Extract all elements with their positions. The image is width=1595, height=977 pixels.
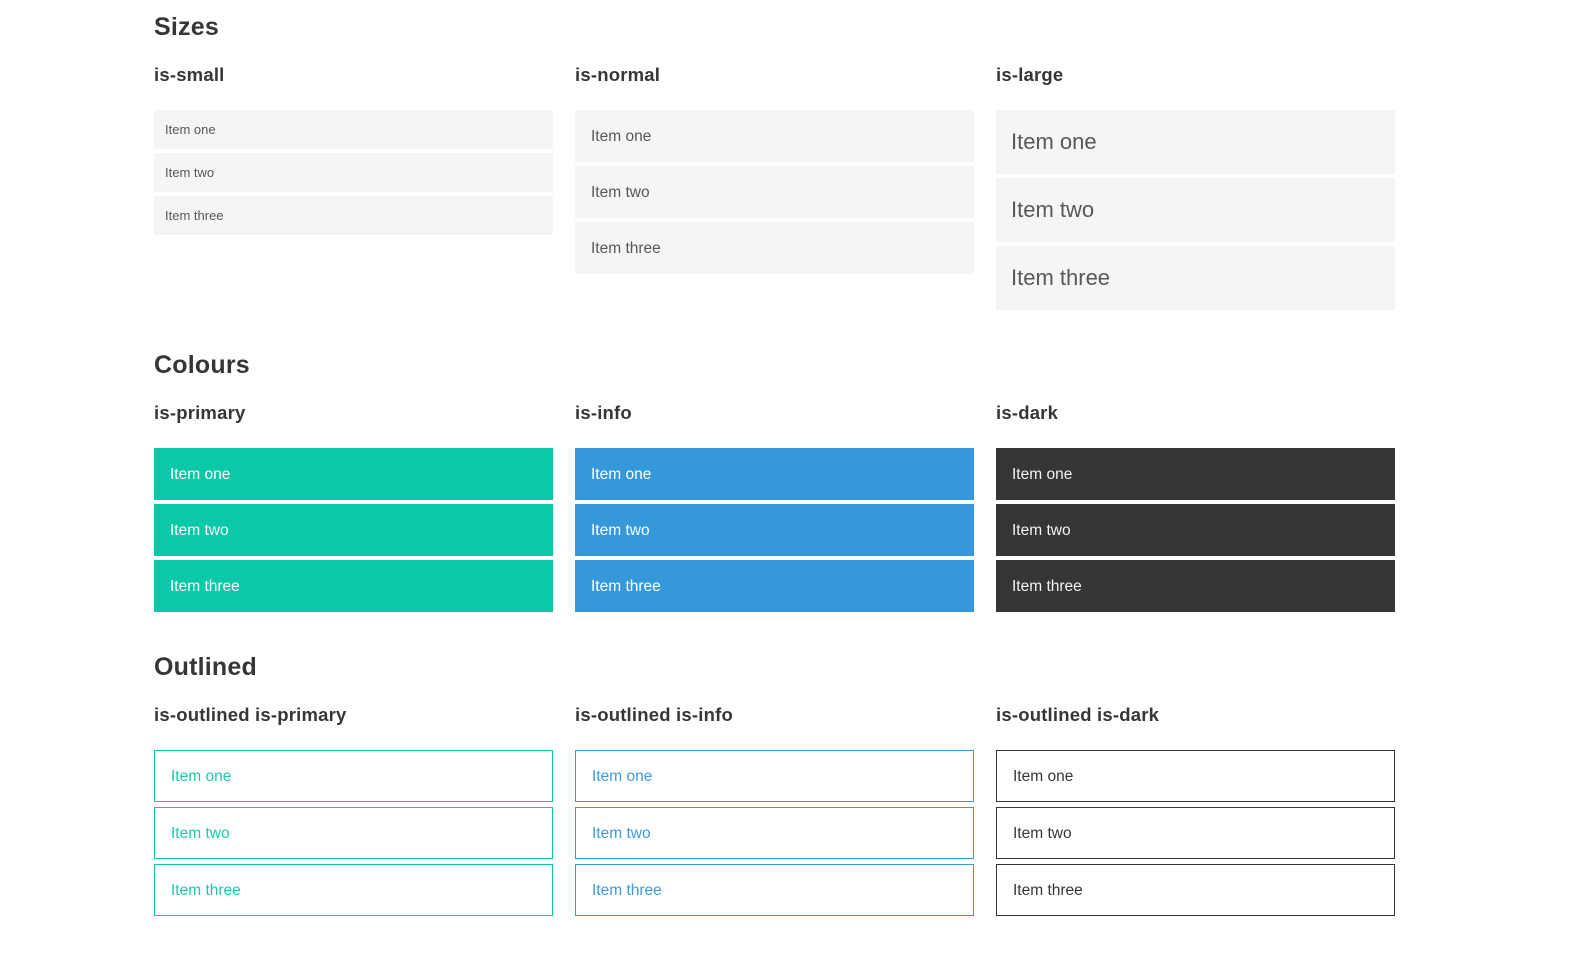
list-item: Item one [154, 750, 553, 802]
group-is-primary: is-primary Item one Item two Item three [154, 402, 553, 616]
list-outlined-dark: Item one Item two Item three [996, 750, 1395, 916]
list-info: Item one Item two Item three [575, 448, 974, 612]
list-item: Item three [996, 864, 1395, 916]
variant-title-is-normal: is-normal [575, 64, 661, 85]
list-outlined-primary: Item one Item two Item three [154, 750, 553, 916]
list-normal: Item one Item two Item three [575, 110, 974, 274]
list-item: Item one [154, 110, 553, 149]
group-is-dark: is-dark Item one Item two Item three [996, 402, 1395, 616]
colours-groups: is-primary Item one Item two Item three … [154, 402, 1395, 616]
list-item: Item one [575, 110, 974, 162]
section-outlined: Outlined is-outlined is-primary Item one… [154, 652, 1395, 921]
group-is-info: is-info Item one Item two Item three [575, 402, 974, 616]
list-item: Item three [996, 560, 1395, 612]
group-is-outlined-is-info: is-outlined is-info Item one Item two It… [575, 704, 974, 921]
list-item: Item one [575, 448, 974, 500]
list-item: Item three [575, 560, 974, 612]
variant-title-is-outlined-is-primary: is-outlined is-primary [154, 704, 347, 725]
list-item: Item two [575, 807, 974, 859]
variant-title-is-large: is-large [996, 64, 1064, 85]
group-is-large: is-large Item one Item two Item three [996, 64, 1395, 314]
section-title-sizes: Sizes [154, 13, 219, 41]
list-item: Item two [575, 166, 974, 218]
list-item: Item three [154, 196, 553, 235]
list-item: Item one [575, 750, 974, 802]
list-item: Item two [154, 153, 553, 192]
list-outlined-info: Item one Item two Item three [575, 750, 974, 916]
section-colours: Colours is-primary Item one Item two Ite… [154, 350, 1395, 616]
list-item: Item two [996, 178, 1395, 242]
section-title-colours: Colours [154, 351, 250, 379]
section-sizes: Sizes is-small Item one Item two Item th… [154, 12, 1395, 314]
sizes-groups: is-small Item one Item two Item three is… [154, 64, 1395, 314]
group-is-outlined-is-dark: is-outlined is-dark Item one Item two It… [996, 704, 1395, 921]
list-item: Item two [575, 504, 974, 556]
variant-title-is-small: is-small [154, 64, 225, 85]
variant-title-is-outlined-is-dark: is-outlined is-dark [996, 704, 1160, 725]
list-item: Item two [154, 504, 553, 556]
list-item: Item three [575, 864, 974, 916]
list-item: Item one [996, 448, 1395, 500]
variant-title-is-primary: is-primary [154, 402, 246, 423]
list-item: Item two [996, 504, 1395, 556]
group-is-normal: is-normal Item one Item two Item three [575, 64, 974, 314]
variant-title-is-outlined-is-info: is-outlined is-info [575, 704, 733, 725]
group-is-outlined-is-primary: is-outlined is-primary Item one Item two… [154, 704, 553, 921]
variant-title-is-dark: is-dark [996, 402, 1059, 423]
list-primary: Item one Item two Item three [154, 448, 553, 612]
list-item: Item three [575, 222, 974, 274]
list-item: Item two [154, 807, 553, 859]
list-item: Item three [154, 560, 553, 612]
section-title-outlined: Outlined [154, 653, 257, 681]
list-item: Item two [996, 807, 1395, 859]
list-small: Item one Item two Item three [154, 110, 553, 235]
list-item: Item one [996, 750, 1395, 802]
list-large: Item one Item two Item three [996, 110, 1395, 310]
variant-title-is-info: is-info [575, 402, 632, 423]
list-item: Item one [154, 448, 553, 500]
list-item: Item three [996, 246, 1395, 310]
outlined-groups: is-outlined is-primary Item one Item two… [154, 704, 1395, 921]
list-dark: Item one Item two Item three [996, 448, 1395, 612]
list-item: Item one [996, 110, 1395, 174]
group-is-small: is-small Item one Item two Item three [154, 64, 553, 314]
list-item: Item three [154, 864, 553, 916]
